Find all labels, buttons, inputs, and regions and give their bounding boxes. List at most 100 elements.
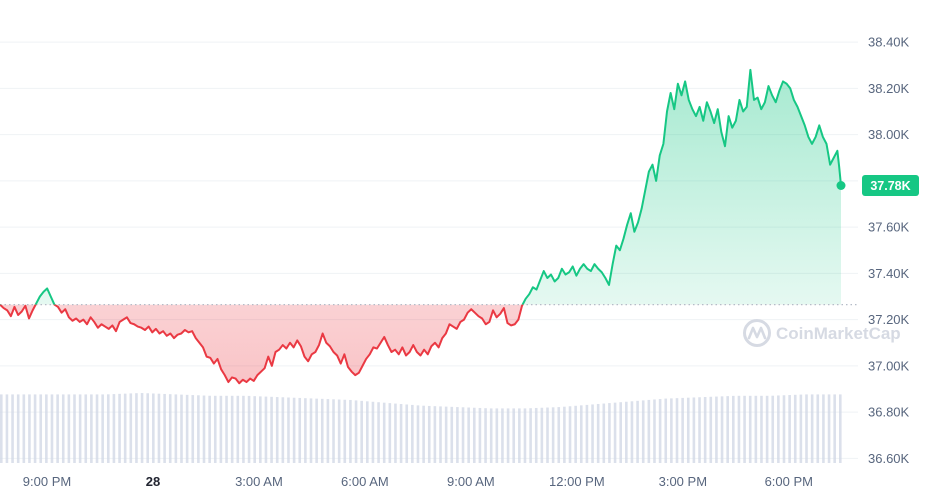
volume-bar xyxy=(777,395,780,463)
volume-bar xyxy=(135,393,138,463)
y-tick-label: 37.20K xyxy=(868,312,910,327)
volume-bar xyxy=(568,406,572,463)
volume-bar xyxy=(512,408,516,463)
volume-bar xyxy=(50,394,54,463)
volume-bar xyxy=(259,396,262,463)
price-area-down xyxy=(0,304,841,384)
x-tick-label: 9:00 PM xyxy=(23,474,71,489)
volume-bar xyxy=(326,399,330,463)
x-tick-label: 6:00 PM xyxy=(765,474,813,489)
volume-bar xyxy=(45,394,48,463)
price-line-down xyxy=(0,304,524,385)
volume-bar xyxy=(591,404,594,463)
volume-bar xyxy=(461,407,465,463)
volume-bar xyxy=(78,394,82,463)
volume-bar xyxy=(478,407,482,463)
volume-bar xyxy=(754,395,758,463)
volume-bar xyxy=(73,394,76,463)
volume-bar xyxy=(630,401,634,463)
volume-bar xyxy=(760,395,763,463)
volume-bar xyxy=(112,394,116,463)
y-axis: 38.40K38.20K38.00K37.80K37.60K37.40K37.2… xyxy=(868,35,910,466)
volume-bar xyxy=(247,395,251,463)
volume-bar xyxy=(163,393,166,463)
volume-bar xyxy=(703,397,707,463)
volume-bar xyxy=(574,405,577,463)
volume-bar xyxy=(349,399,352,463)
current-price-tag: 37.78K xyxy=(862,175,919,196)
x-tick-label: 28 xyxy=(146,474,160,489)
volume-bar xyxy=(39,394,43,463)
y-tick-label: 36.60K xyxy=(868,451,910,466)
volume-bar xyxy=(0,394,3,463)
volume-bar xyxy=(686,397,690,463)
volume-bar xyxy=(602,403,606,463)
volume-bar xyxy=(416,405,420,463)
volume-bar xyxy=(292,397,296,463)
volume-bar xyxy=(664,398,668,463)
volume-bar xyxy=(472,407,476,463)
volume-bar xyxy=(557,407,561,463)
y-tick-label: 38.40K xyxy=(868,35,910,50)
volume-bar xyxy=(692,397,696,463)
volume-bar xyxy=(596,403,600,463)
volume-bar xyxy=(168,394,172,463)
volume-bar xyxy=(180,394,183,463)
volume-bars xyxy=(0,393,842,463)
volume-bar xyxy=(771,395,775,463)
volume-bar xyxy=(304,398,307,463)
volume-bar xyxy=(619,402,622,463)
volume-bar xyxy=(805,394,808,463)
volume-bar xyxy=(782,395,786,463)
volume-bar xyxy=(737,395,741,463)
volume-bar xyxy=(540,407,544,463)
price-area xyxy=(0,69,841,384)
volume-bar xyxy=(579,405,583,463)
volume-bar xyxy=(810,394,814,463)
volume-bar xyxy=(546,407,549,463)
volume-bar xyxy=(405,404,409,463)
volume-bar xyxy=(95,394,99,463)
volume-bar xyxy=(22,394,26,463)
volume-bar xyxy=(191,395,195,463)
volume-bar xyxy=(360,400,363,463)
volume-bar xyxy=(146,393,149,463)
volume-bar xyxy=(523,408,527,463)
volume-bar xyxy=(450,406,454,463)
volume-bar xyxy=(625,401,628,463)
watermark: CoinMarketCap xyxy=(743,319,901,347)
volume-bar xyxy=(270,396,273,463)
volume-bar xyxy=(839,394,842,463)
volume-bar xyxy=(67,394,71,463)
coinmarketcap-logo-icon xyxy=(743,319,771,347)
volume-bar xyxy=(202,395,206,463)
volume-bar xyxy=(242,395,245,463)
volume-bar xyxy=(388,403,392,463)
volume-bar xyxy=(495,408,499,463)
volume-bar xyxy=(748,395,752,463)
volume-bar xyxy=(399,404,403,463)
volume-bar xyxy=(427,405,431,463)
volume-bar xyxy=(501,408,504,463)
x-tick-label: 12:00 PM xyxy=(549,474,605,489)
volume-bar xyxy=(281,397,285,463)
volume-bar xyxy=(118,393,121,463)
volume-bar xyxy=(506,408,510,463)
price-line-up xyxy=(0,68,842,305)
volume-bar xyxy=(709,396,713,463)
volume-bar xyxy=(394,403,397,463)
volume-bar xyxy=(219,395,223,463)
volume-bar xyxy=(827,394,831,463)
price-area-up xyxy=(35,69,841,305)
volume-bar xyxy=(213,395,217,463)
volume-bar xyxy=(833,394,836,463)
volume-bar xyxy=(793,394,797,463)
volume-bar xyxy=(732,395,735,463)
volume-bar xyxy=(354,400,358,463)
volume-bar xyxy=(309,398,313,463)
y-tick-label: 37.40K xyxy=(868,266,910,281)
current-price-tag-bg xyxy=(862,175,919,196)
volume-bar xyxy=(152,393,155,463)
current-price-label: 37.78K xyxy=(870,179,910,193)
volume-bar xyxy=(129,393,133,463)
